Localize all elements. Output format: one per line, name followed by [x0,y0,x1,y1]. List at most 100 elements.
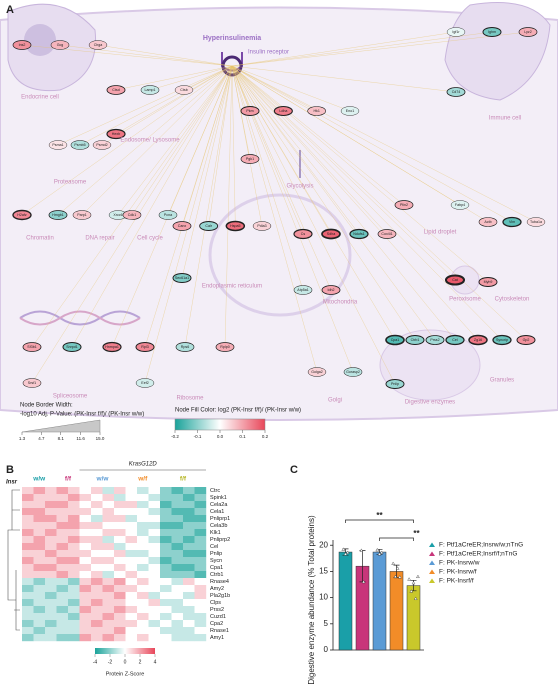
heat-cell [45,592,57,600]
heat-cell [183,536,195,544]
protein-node [492,334,512,346]
heat-cell [22,501,34,509]
dna-helix [19,310,141,326]
heat-cell [183,599,195,607]
edge [231,65,388,235]
heat-cell [22,564,34,572]
edge [231,65,304,235]
heat-cell [91,571,103,579]
heat-cell [68,592,80,600]
fill-legend: -0.2 -0.1 0.0 0.1 0.2 [171,430,269,439]
heat-cell [125,606,138,614]
heat-cell [33,592,46,600]
edge [231,65,456,341]
node-label: Hmgb1 [52,213,64,217]
heat-cell [56,571,69,579]
heat-cell [137,494,149,502]
heat-cell [171,592,184,600]
heat-cell [148,599,161,607]
heat-cell [22,508,34,516]
group-label: f/f [65,476,72,483]
node-label: Srsf1 [28,381,36,385]
heat-cell [125,627,138,635]
heat-cell [56,515,69,523]
heat-cell [79,529,92,537]
heat-cell [102,620,115,628]
heat-cell [91,585,103,593]
heat-cell [183,578,195,586]
heat-cell [148,550,161,558]
protein-node [445,334,465,346]
heat-cell [79,508,92,516]
heat-cell [160,501,172,509]
node-label: Ctsd [112,88,119,92]
heat-cell [22,494,34,502]
protein-node [140,85,160,95]
edge [184,65,233,348]
heat-cell [114,627,126,635]
tick-label: 0.0 [217,434,224,439]
data-point [377,552,382,556]
heat-cell [171,634,184,642]
heat-cell [160,606,172,614]
heat-cell [137,627,149,635]
protein-node [516,335,536,345]
edge [79,65,233,146]
heat-cell [33,571,46,579]
heat-cell [79,536,92,544]
heat-cell [183,606,195,614]
heat-cell [102,557,115,565]
heat-cell [22,487,34,495]
node-label: Fabp4 [455,203,465,207]
heat-cell [125,501,138,509]
edge [97,44,233,67]
protein-node [174,85,194,95]
heat-cell [183,613,195,621]
node-label: Ndufs1 [353,232,364,236]
protein-node [385,379,405,389]
heat-cell [125,536,138,544]
edge [115,65,233,135]
heat-cell [125,564,138,572]
heat-cell [22,550,34,558]
node-label: Rpl3 [141,345,148,349]
heat-cell [56,494,69,502]
protein-node [92,140,112,150]
heat-cell [22,571,34,579]
heat-cell [171,585,184,593]
heat-cell [114,578,126,586]
heat-cell [56,620,69,628]
heat-cell [45,606,57,614]
heat-cell [125,508,138,516]
node-label: Sdha [327,232,335,236]
panel-label: C [290,464,298,476]
heat-cell [114,606,126,614]
heat-cell [148,487,161,495]
border-wedge [21,419,101,433]
heat-cell [183,585,195,593]
scale-tick-label: -2 [108,659,113,665]
edge [231,65,537,223]
heat-cell [171,501,184,509]
heat-cell [160,557,172,565]
heat-cell [125,634,138,642]
heat-cell [148,501,161,509]
protein-node [12,40,32,50]
bar [389,571,404,651]
group-label: w/f [137,476,148,483]
protein-node [478,277,498,287]
heat-cell [137,515,149,523]
protein-node [307,106,326,116]
heat-cell [114,592,126,600]
heat-cell [125,494,138,502]
heat-cell [160,627,172,635]
heat-cell [102,494,115,502]
bar-chart: 0 5 10 15 20 ** ** F: Ptf1aCreER;Insrw/w;nTnG F:… [319,511,523,654]
heat-cell [194,578,207,586]
edge [21,65,233,216]
protein-node [172,221,192,231]
compartment-label: Ribosome [176,396,204,402]
protein-node [102,341,122,353]
heat-cell [45,634,57,642]
protein-node [22,342,42,352]
